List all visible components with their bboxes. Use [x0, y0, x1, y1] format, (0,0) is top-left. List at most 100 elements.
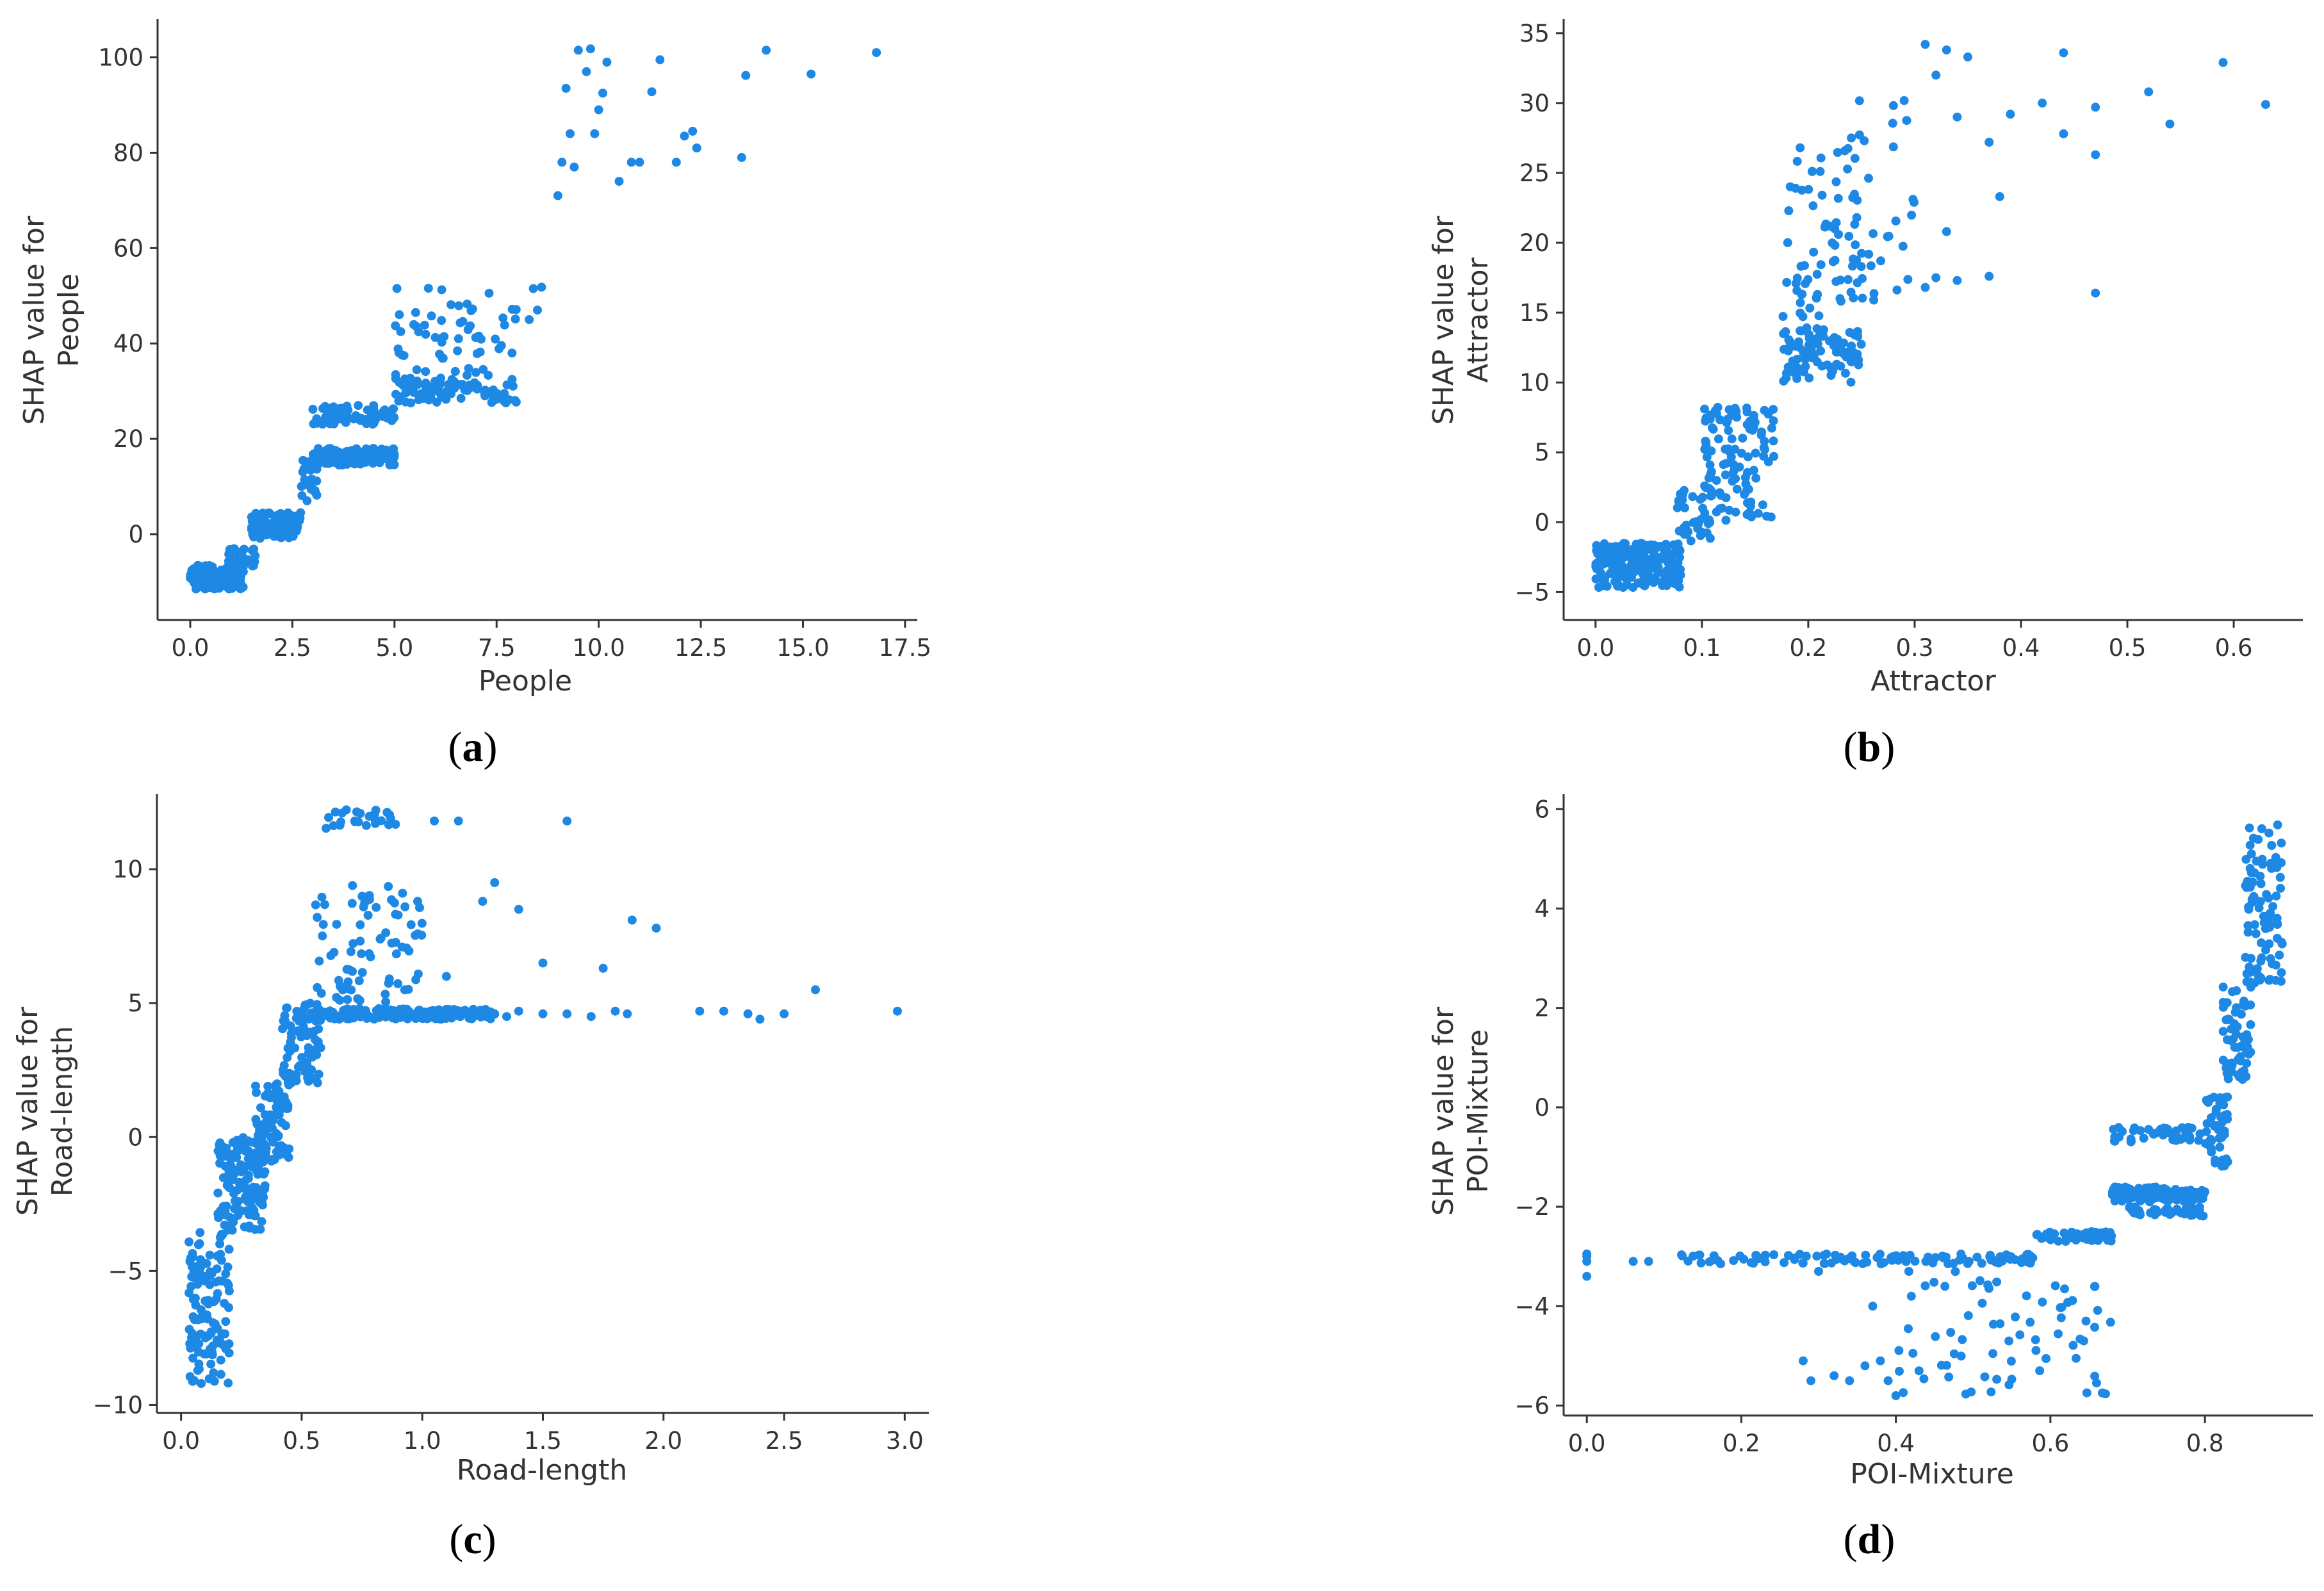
- scatter-point: [254, 510, 263, 519]
- scatter-point: [1798, 1259, 1808, 1268]
- scatter-point: [326, 951, 336, 960]
- scatter-point: [323, 411, 332, 421]
- scatter-point: [312, 491, 322, 500]
- scatter-point: [446, 1013, 456, 1023]
- scatter-point: [304, 1077, 313, 1086]
- scatter-point: [1902, 116, 1911, 126]
- scatter-point: [2056, 1313, 2066, 1323]
- scatter-point: [2165, 119, 2175, 129]
- scatter-point: [780, 1009, 789, 1018]
- scatter-point: [307, 475, 316, 484]
- scatter-point: [320, 900, 329, 910]
- scatter-point: [354, 401, 363, 411]
- scatter-point: [1984, 272, 1994, 281]
- scatter-point: [1992, 1375, 2002, 1384]
- scatter-point: [316, 1043, 325, 1052]
- scatter-point: [2215, 1143, 2225, 1152]
- y-tick-label: 35: [1519, 20, 1550, 47]
- scatter-point: [430, 1007, 440, 1016]
- scatter-point: [338, 983, 347, 992]
- scatter-point: [299, 464, 309, 473]
- scatter-point: [1814, 1267, 1823, 1276]
- x-tick-label: 2.5: [274, 634, 311, 662]
- x-axis-label: People: [479, 665, 572, 698]
- scatter-point: [325, 419, 334, 428]
- scatter-point: [282, 1150, 291, 1160]
- scatter-point: [2262, 890, 2271, 899]
- scatter-point: [507, 348, 517, 358]
- scatter-point: [2134, 1188, 2144, 1198]
- scatter-point: [582, 67, 591, 76]
- scatter-point: [1792, 374, 1802, 383]
- scatter-point: [2135, 1208, 2145, 1218]
- scatter-point: [1695, 1250, 1705, 1260]
- scatter-point: [2144, 1125, 2154, 1134]
- scatter-point: [226, 1161, 236, 1171]
- scatter-point: [398, 350, 407, 360]
- scatter-point: [263, 1114, 272, 1123]
- scatter-point: [2238, 1000, 2248, 1009]
- scatter-point: [384, 409, 394, 418]
- scatter-point: [348, 939, 358, 949]
- scatter-point: [1816, 346, 1826, 355]
- scatter-point: [1833, 193, 1843, 203]
- scatter-point: [2246, 967, 2256, 977]
- scatter-point: [357, 949, 366, 959]
- scatter-point: [1952, 112, 1962, 122]
- scatter-point: [1611, 557, 1621, 567]
- scatter-point: [1724, 426, 1733, 436]
- scatter-point: [2220, 999, 2229, 1008]
- scatter-point: [490, 878, 500, 887]
- x-tick-label: 2.5: [765, 1427, 803, 1455]
- scatter-point: [249, 544, 259, 554]
- scatter-point: [421, 329, 430, 339]
- scatter-point: [2264, 828, 2274, 838]
- scatter-point: [538, 1009, 548, 1018]
- scatter-point: [205, 1250, 215, 1260]
- scatter-point: [384, 974, 394, 984]
- scatter-point: [411, 1014, 420, 1024]
- scatter-point: [395, 310, 404, 320]
- scatter-point: [2258, 860, 2268, 869]
- scatter-point: [233, 575, 242, 584]
- scatter-point: [1992, 1277, 2002, 1287]
- scatter-point: [1808, 167, 1817, 176]
- y-tick-label: 0: [1534, 509, 1550, 536]
- scatter-point: [1951, 1267, 1960, 1277]
- panel-b: 0.0 0.1 0.2 0.3 0.4 0.5 0.6 −5 0 5 10 15 20 25 30 35 At…: [1427, 19, 2303, 771]
- scatter-point: [1705, 534, 1715, 543]
- scatter-point: [2031, 1335, 2040, 1344]
- y-tick-label: 10: [113, 856, 143, 883]
- scatter-point: [415, 903, 424, 913]
- scatter-point: [1700, 445, 1710, 454]
- scatter-point: [430, 332, 440, 342]
- scatter-point: [1850, 154, 1860, 163]
- scatter-point: [1920, 40, 1930, 49]
- scatter-point: [1783, 238, 1792, 247]
- scatter-point: [2267, 841, 2277, 850]
- scatter-point: [1812, 324, 1822, 334]
- scatter-point: [1804, 373, 1814, 383]
- scatter-point: [1644, 1257, 1653, 1266]
- scatter-point: [2090, 1282, 2100, 1291]
- scatter-point: [2271, 960, 2280, 970]
- scatter-point: [1700, 509, 1710, 518]
- scatter-point: [444, 380, 454, 389]
- scatter-point: [398, 888, 407, 898]
- scatter-point: [2277, 838, 2286, 848]
- scatter-point: [1980, 1372, 1990, 1382]
- scatter-point: [2250, 920, 2259, 929]
- scatter-point: [2060, 1284, 2069, 1294]
- scatter-point: [2109, 1125, 2118, 1134]
- scatter-point: [215, 1239, 225, 1249]
- scatter-point: [2245, 840, 2255, 850]
- scatter-point: [1923, 1252, 1933, 1262]
- scatter-point: [268, 1138, 278, 1147]
- scatter-point: [1750, 418, 1760, 427]
- scatter-point: [2268, 902, 2278, 911]
- scatter-point: [313, 418, 322, 428]
- scatter-point: [2082, 1228, 2091, 1238]
- scatter-point: [2010, 1255, 2020, 1264]
- scatter-point: [590, 129, 600, 138]
- scatter-point: [215, 1206, 225, 1216]
